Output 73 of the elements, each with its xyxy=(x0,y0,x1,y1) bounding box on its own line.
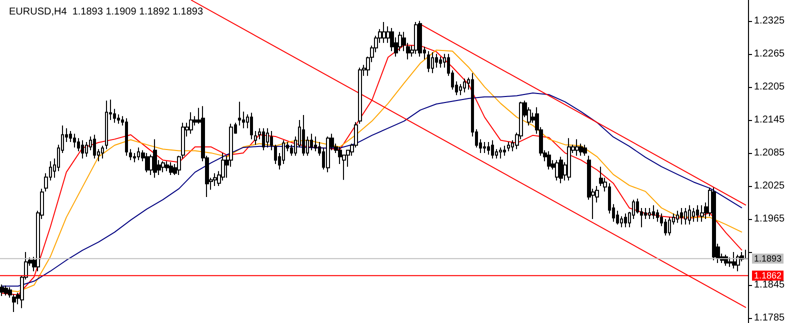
candlestick xyxy=(169,162,173,176)
candlestick xyxy=(483,141,486,154)
candlestick xyxy=(165,160,169,172)
candlestick xyxy=(439,56,442,68)
ref-line-label: 1.1862 xyxy=(754,270,782,281)
candlestick xyxy=(326,136,330,173)
candlestick xyxy=(547,150,551,170)
y-tick-label: 1.2025 xyxy=(754,180,786,192)
candlestick xyxy=(688,204,691,225)
candlestick xyxy=(583,144,587,156)
candlestick xyxy=(73,133,76,148)
text: EURUSD,H4 1.1893 1.1909 1.1892 1.1893 xyxy=(9,6,204,18)
candlestick xyxy=(4,285,8,296)
candlestick xyxy=(431,52,434,74)
candlestick xyxy=(575,138,579,156)
candlestick xyxy=(491,140,494,159)
candlestick xyxy=(579,143,583,156)
candlestick xyxy=(250,112,253,140)
candlestick xyxy=(712,187,716,261)
candlestick xyxy=(270,130,273,151)
y-tick-label: 1.2145 xyxy=(754,114,786,126)
candlestick xyxy=(499,146,502,159)
candlestick xyxy=(692,207,695,222)
y-tick-label: 1.2325 xyxy=(754,15,786,26)
y-tick-label: 1.1965 xyxy=(754,213,786,224)
ref-line-label: 1.1893 xyxy=(754,254,782,264)
candlestick xyxy=(414,22,418,54)
candlestick xyxy=(648,207,651,220)
candlestick xyxy=(161,160,165,173)
candlestick xyxy=(684,207,687,225)
candlestick xyxy=(418,20,422,58)
candlestick xyxy=(567,138,571,181)
candlestick xyxy=(153,138,157,178)
candlestick xyxy=(262,128,265,151)
y-tick-label: 1.1785 xyxy=(754,312,786,323)
candlestick xyxy=(732,251,736,269)
candlestick xyxy=(427,50,430,73)
y-tick-label: 1.2085 xyxy=(754,147,786,158)
candlestick xyxy=(0,284,4,296)
candlestick xyxy=(463,78,466,93)
candlestick xyxy=(125,118,128,156)
candlestick xyxy=(302,114,305,156)
candlestick xyxy=(189,112,193,134)
candlestick xyxy=(358,67,362,124)
candlestick xyxy=(213,172,217,186)
candlestick xyxy=(507,141,510,152)
candlestick xyxy=(559,156,563,184)
line-series xyxy=(2,92,742,287)
candlestick xyxy=(624,212,627,228)
candlestick xyxy=(81,140,84,159)
candlestick xyxy=(254,130,257,146)
candlestick xyxy=(266,128,269,148)
candlestick xyxy=(93,134,96,159)
candlestick xyxy=(487,141,490,156)
y-tick-label: 1.2265 xyxy=(754,48,786,60)
candlestick xyxy=(101,145,104,159)
candlestick xyxy=(676,210,679,224)
candlestick xyxy=(555,160,559,181)
y-tick-label: 1.2205 xyxy=(754,81,786,92)
candlestick xyxy=(700,204,704,222)
candlestick xyxy=(129,148,132,161)
candlestick xyxy=(145,152,149,173)
candlestick xyxy=(668,216,671,236)
candlestick xyxy=(105,100,108,150)
candlestick xyxy=(656,209,659,222)
candlestick xyxy=(736,254,740,272)
y-tick-label: 1.1845 xyxy=(754,279,786,290)
candlestick xyxy=(314,136,317,152)
candlestick xyxy=(652,204,655,220)
candlestick xyxy=(680,207,683,225)
candlestick xyxy=(238,101,241,126)
candlestick xyxy=(503,145,506,156)
candlestick xyxy=(382,22,386,44)
